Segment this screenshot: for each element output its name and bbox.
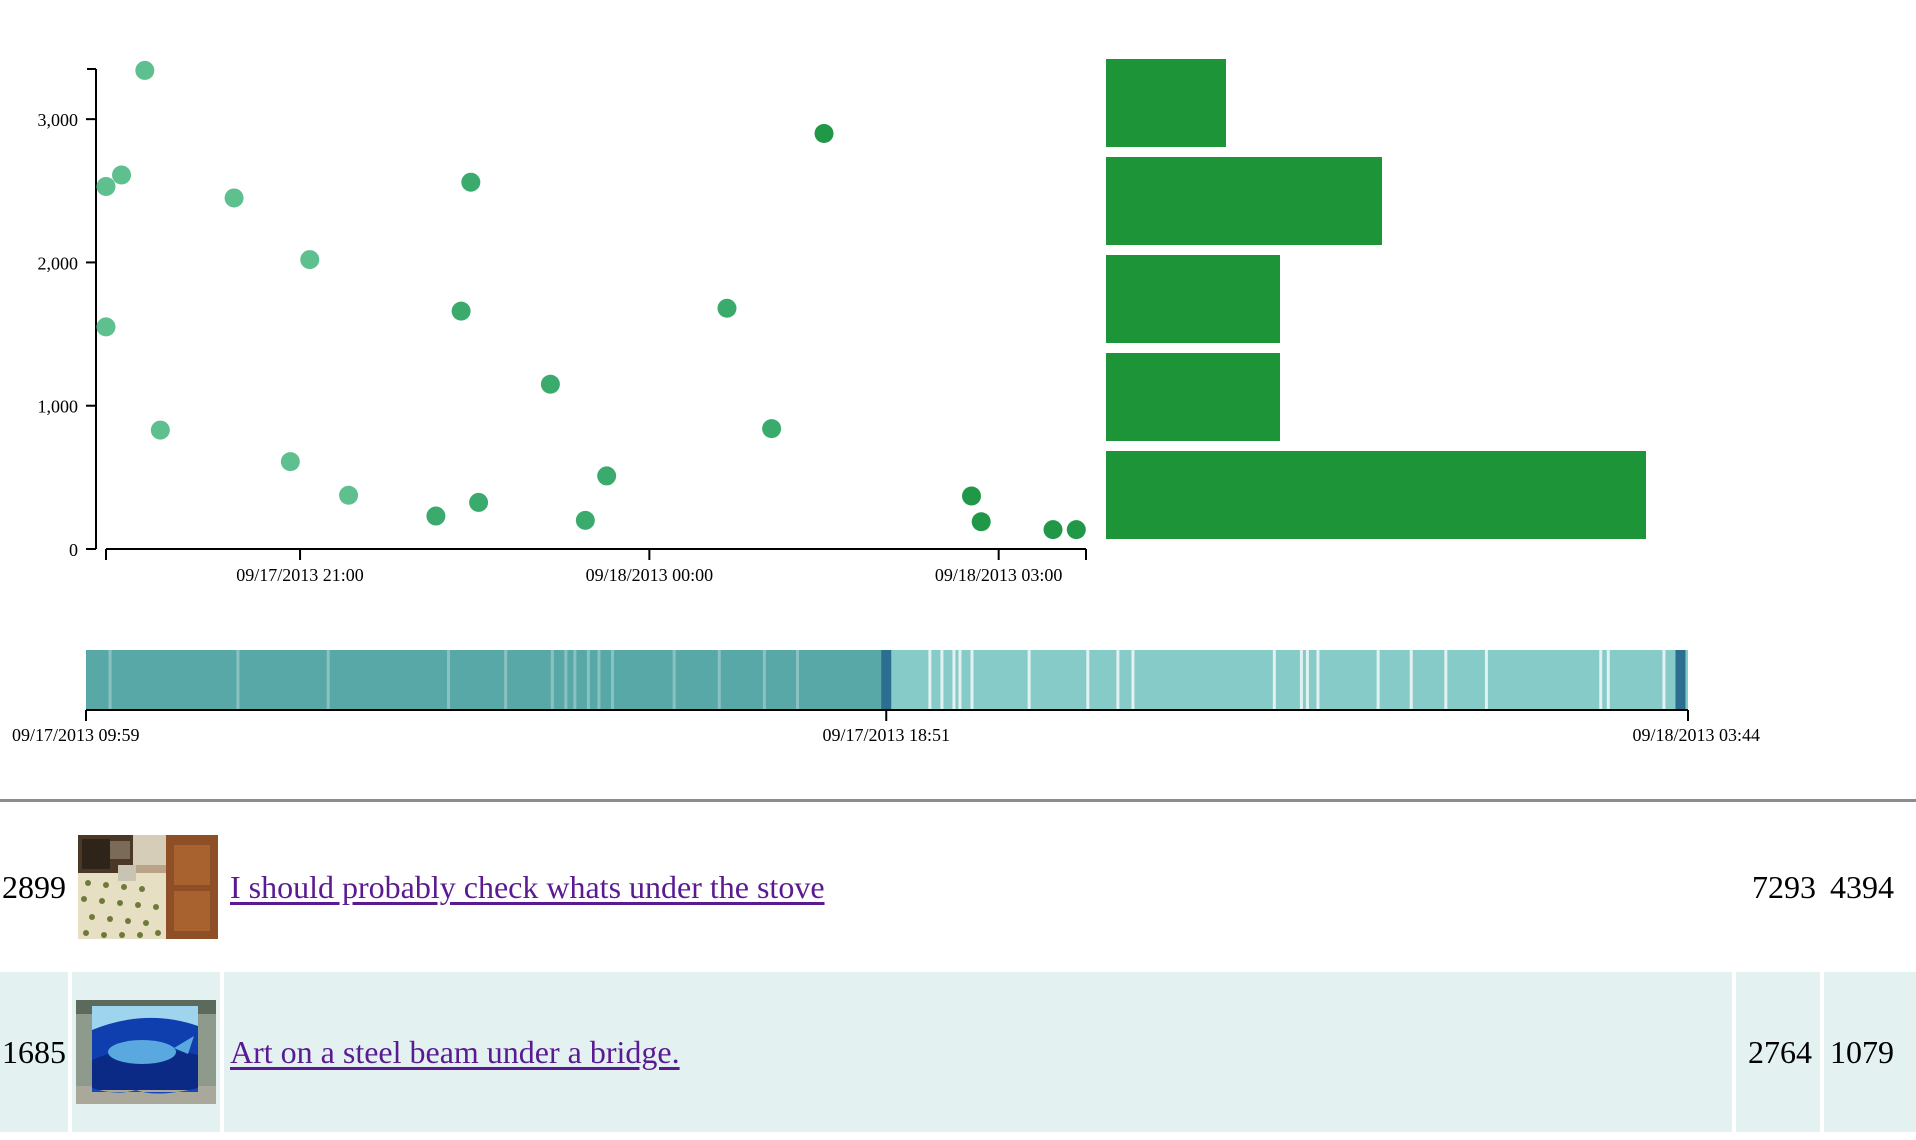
scatter-point[interactable] <box>814 123 834 143</box>
timeline-post-marker <box>970 650 974 710</box>
timeline-post-marker <box>1599 650 1603 710</box>
timeline-post-marker <box>504 650 508 710</box>
timeline-post-marker <box>762 650 766 710</box>
timeline-post-marker <box>958 650 962 710</box>
post-title-link[interactable]: Art on a steel beam under a bridge. <box>230 1034 680 1070</box>
scatter-chart: 0 1,000 2,000 3,000 09/17/2013 21:00 09/18/20… <box>38 60 1087 585</box>
scatter-point[interactable] <box>224 188 244 208</box>
bar-chart <box>1106 59 1646 539</box>
scatter-point[interactable] <box>540 374 560 394</box>
timeline-post-marker <box>564 650 568 710</box>
scatter-point[interactable] <box>150 420 170 440</box>
scatter-point[interactable] <box>597 466 617 486</box>
scatter-point[interactable] <box>461 172 481 192</box>
timeline-post-marker <box>672 650 676 710</box>
post-upvotes: 7293 <box>1752 869 1816 905</box>
timeline-post-marker <box>597 650 601 710</box>
scatter-point[interactable] <box>300 250 320 270</box>
timeline-post-marker <box>1316 650 1320 710</box>
post-title-cell: I should probably check whats under the … <box>224 812 1736 962</box>
timeline-brush-handle[interactable] <box>881 650 892 710</box>
timeline-post-marker <box>1606 650 1610 710</box>
timeline-post-marker <box>108 650 112 710</box>
scatter-point[interactable] <box>762 419 782 439</box>
timeline-post-marker <box>1662 650 1666 710</box>
timeline-post-marker <box>1444 650 1448 710</box>
scatter-point[interactable] <box>280 452 300 472</box>
post-row: 2899 I should <box>0 812 1916 962</box>
x-tick-label: 09/18/2013 00:00 <box>586 565 714 585</box>
bar[interactable] <box>1106 353 1280 441</box>
y-tick-label: 0 <box>69 540 78 560</box>
timeline-post-marker <box>928 650 932 710</box>
timeline-post-marker <box>940 650 944 710</box>
timeline-post-marker <box>573 650 577 710</box>
timeline-post-marker <box>447 650 451 710</box>
scatter-point[interactable] <box>96 317 116 337</box>
timeline-post-marker <box>1116 650 1120 710</box>
timeline-post-marker <box>1299 650 1303 710</box>
post-score: 1685 <box>0 972 72 1132</box>
post-row: 1685 Art on a steel beam under a bridge.… <box>0 972 1916 1132</box>
timeline-tick-label: 09/18/2013 03:44 <box>1632 725 1760 745</box>
timeline-tick-label: 09/17/2013 09:59 <box>12 725 140 745</box>
scatter-point[interactable] <box>451 301 471 321</box>
timeline-post-marker <box>236 650 240 710</box>
scatter-point[interactable] <box>112 165 132 185</box>
scatter-point[interactable] <box>1043 520 1063 540</box>
timeline-post-marker <box>717 650 721 710</box>
timeline-brush-handle[interactable] <box>1675 650 1686 710</box>
y-tick-label: 1,000 <box>38 397 79 417</box>
timeline-post-marker <box>1484 650 1488 710</box>
y-tick-label: 3,000 <box>38 110 79 130</box>
kitchen-floor-thumbnail[interactable] <box>78 835 218 939</box>
timeline-brush[interactable]: 09/17/2013 09:59 09/17/2013 18:51 09/18/20… <box>12 650 1760 745</box>
timeline-post-marker <box>550 650 554 710</box>
scatter-point[interactable] <box>717 298 737 318</box>
post-thumbnail-cell[interactable] <box>72 812 224 962</box>
bar[interactable] <box>1106 157 1382 245</box>
scatter-point[interactable] <box>96 176 116 196</box>
scatter-point[interactable] <box>339 485 359 505</box>
bar[interactable] <box>1106 451 1646 539</box>
scatter-point[interactable] <box>469 492 489 512</box>
timeline-post-marker <box>610 650 614 710</box>
timeline-post-marker <box>326 650 330 710</box>
post-score: 2899 <box>2 869 66 905</box>
timeline-post-marker <box>1305 650 1309 710</box>
post-downvotes: 4394 <box>1830 869 1894 905</box>
scatter-point[interactable] <box>962 486 982 506</box>
post-thumbnail-cell[interactable] <box>72 972 224 1132</box>
timeline-tick-label: 09/17/2013 18:51 <box>822 725 950 745</box>
scatter-point[interactable] <box>1066 520 1086 540</box>
timeline-post-marker <box>952 650 956 710</box>
section-divider <box>0 799 1916 802</box>
timeline-post-marker <box>586 650 590 710</box>
post-downvotes: 1079 <box>1830 1034 1894 1070</box>
y-tick-label: 2,000 <box>38 253 79 273</box>
x-tick-label: 09/18/2013 03:00 <box>935 565 1063 585</box>
whale-art-thumbnail[interactable] <box>76 1000 216 1104</box>
post-title-link[interactable]: I should probably check whats under the … <box>230 869 825 905</box>
timeline-post-marker <box>1131 650 1135 710</box>
scatter-point[interactable] <box>135 60 155 80</box>
timeline-post-marker <box>1409 650 1413 710</box>
bar[interactable] <box>1106 255 1280 343</box>
timeline-post-marker <box>1027 650 1031 710</box>
timeline-selected-region[interactable] <box>886 650 1688 710</box>
timeline-post-marker <box>795 650 799 710</box>
timeline-post-marker <box>1376 650 1380 710</box>
scatter-point[interactable] <box>575 510 595 530</box>
bar[interactable] <box>1106 59 1226 147</box>
post-title-cell: Art on a steel beam under a bridge. <box>224 972 1736 1132</box>
scatter-point[interactable] <box>426 506 446 526</box>
scatter-point[interactable] <box>971 512 991 532</box>
timeline-past-region[interactable] <box>86 650 887 710</box>
timeline-post-marker <box>1272 650 1276 710</box>
charts-area: 0 1,000 2,000 3,000 09/17/2013 21:00 09/18/20… <box>12 59 1760 745</box>
timeline-post-marker <box>1086 650 1090 710</box>
post-upvotes: 2764 <box>1736 972 1824 1132</box>
x-tick-label: 09/17/2013 21:00 <box>236 565 364 585</box>
